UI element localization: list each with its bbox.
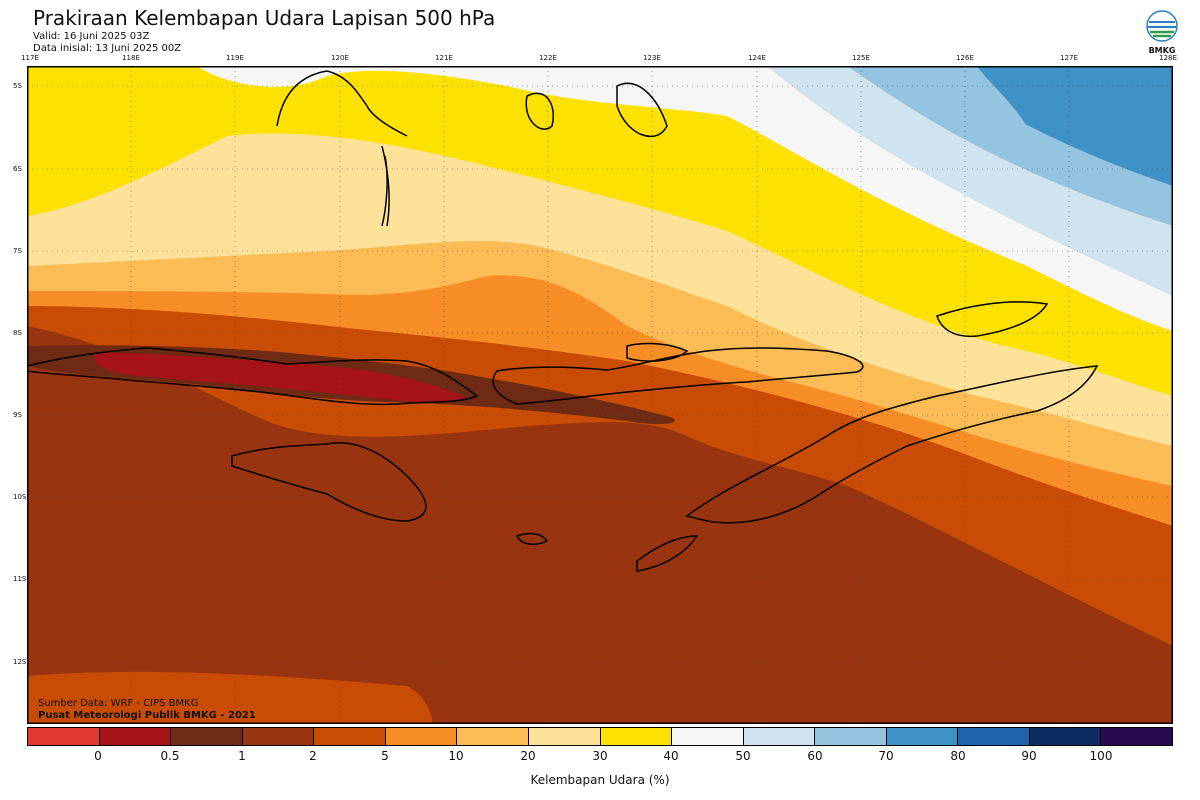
lon-label: 121E bbox=[435, 54, 453, 62]
alor-coast bbox=[626, 342, 689, 362]
lon-label: 124E bbox=[748, 54, 766, 62]
lon-label: 119E bbox=[226, 54, 244, 62]
rote-coast bbox=[636, 535, 699, 572]
color-swatch bbox=[28, 728, 100, 745]
lat-label: 7S bbox=[13, 247, 22, 255]
valid-time: Valid: 16 Juni 2025 03Z bbox=[33, 31, 150, 42]
colorbar-tick: 80 bbox=[950, 749, 966, 763]
colorbar-tick: 20 bbox=[520, 749, 536, 763]
color-swatch bbox=[171, 728, 243, 745]
flores-sea-island-coast bbox=[616, 82, 668, 137]
colorbar-tick: 100 bbox=[1089, 749, 1113, 763]
coastlines bbox=[27, 70, 1099, 572]
colorbar-tick: 0 bbox=[94, 749, 102, 763]
color-swatch bbox=[314, 728, 386, 745]
color-swatch bbox=[99, 728, 172, 745]
timor-coast bbox=[685, 365, 1099, 524]
band-red bbox=[94, 352, 468, 403]
map-title: Prakiraan Kelembapan Udara Lapisan 500 h… bbox=[33, 6, 496, 30]
credit-text: Pusat Meteorologi Publik BMKG - 2021 bbox=[38, 710, 256, 721]
band-darkest bbox=[27, 326, 1173, 724]
colorbar-tick: 60 bbox=[807, 749, 823, 763]
lat-label: 5S bbox=[13, 82, 22, 90]
lon-label: 128E bbox=[1159, 54, 1177, 62]
lat-label: 10S bbox=[13, 493, 27, 501]
color-swatch bbox=[457, 728, 529, 745]
lon-label: 122E bbox=[539, 54, 557, 62]
colorbar-tick: 30 bbox=[592, 749, 608, 763]
wetar-coast bbox=[936, 301, 1049, 338]
lon-label: 127E bbox=[1060, 54, 1078, 62]
lat-label: 9S bbox=[13, 411, 22, 419]
colorbar-tick: 90 bbox=[1021, 749, 1037, 763]
lat-label: 8S bbox=[13, 329, 22, 337]
band-lower-dark bbox=[27, 671, 433, 724]
color-swatch bbox=[242, 728, 315, 745]
colorbar-tick: 50 bbox=[735, 749, 751, 763]
flores-coast bbox=[492, 347, 864, 405]
lon-label: 117E bbox=[21, 54, 39, 62]
lon-label: 120E bbox=[331, 54, 349, 62]
sulawesi-coast bbox=[276, 70, 408, 227]
lat-label: 11S bbox=[13, 575, 27, 583]
initial-data-time: Data inisial: 13 Juni 2025 00Z bbox=[33, 43, 182, 54]
colorbar-tick: 0.5 bbox=[160, 749, 180, 763]
lon-label: 126E bbox=[956, 54, 974, 62]
colorbar-tick: 40 bbox=[663, 749, 679, 763]
bmkg-logo-icon: BMKG bbox=[1144, 8, 1180, 56]
color-swatch bbox=[743, 728, 816, 745]
sumbawa-coast bbox=[27, 347, 479, 406]
colorbar-tick: 2 bbox=[309, 749, 317, 763]
color-swatch bbox=[600, 728, 673, 745]
color-swatch bbox=[958, 728, 1030, 745]
lat-label: 12S bbox=[13, 658, 27, 666]
color-swatch bbox=[815, 728, 887, 745]
color-swatch bbox=[886, 728, 959, 745]
humidity-map bbox=[27, 66, 1173, 724]
colorbar-tick: 5 bbox=[381, 749, 389, 763]
color-swatch bbox=[1029, 728, 1102, 745]
color-bar bbox=[27, 727, 1173, 746]
colorbar-tick: 70 bbox=[878, 749, 894, 763]
savu-coast bbox=[515, 532, 549, 546]
color-swatch bbox=[385, 728, 458, 745]
lat-label: 6S bbox=[13, 165, 22, 173]
buton-coast bbox=[525, 92, 554, 130]
lon-label: 123E bbox=[643, 54, 661, 62]
color-swatch bbox=[528, 728, 601, 745]
colorbar-tick: 10 bbox=[448, 749, 464, 763]
logo-text: BMKG bbox=[1149, 46, 1176, 55]
colorbar-tick: 1 bbox=[238, 749, 246, 763]
data-source: Sumber Data: WRF - CIPS BMKG bbox=[38, 698, 199, 709]
lon-label: 125E bbox=[852, 54, 870, 62]
lon-label: 118E bbox=[122, 54, 140, 62]
color-swatch bbox=[672, 728, 744, 745]
color-swatch bbox=[1101, 728, 1172, 745]
gridlines bbox=[27, 66, 1173, 724]
sumba-coast bbox=[231, 442, 427, 522]
colorbar-label: Kelembapan Udara (%) bbox=[530, 773, 670, 787]
